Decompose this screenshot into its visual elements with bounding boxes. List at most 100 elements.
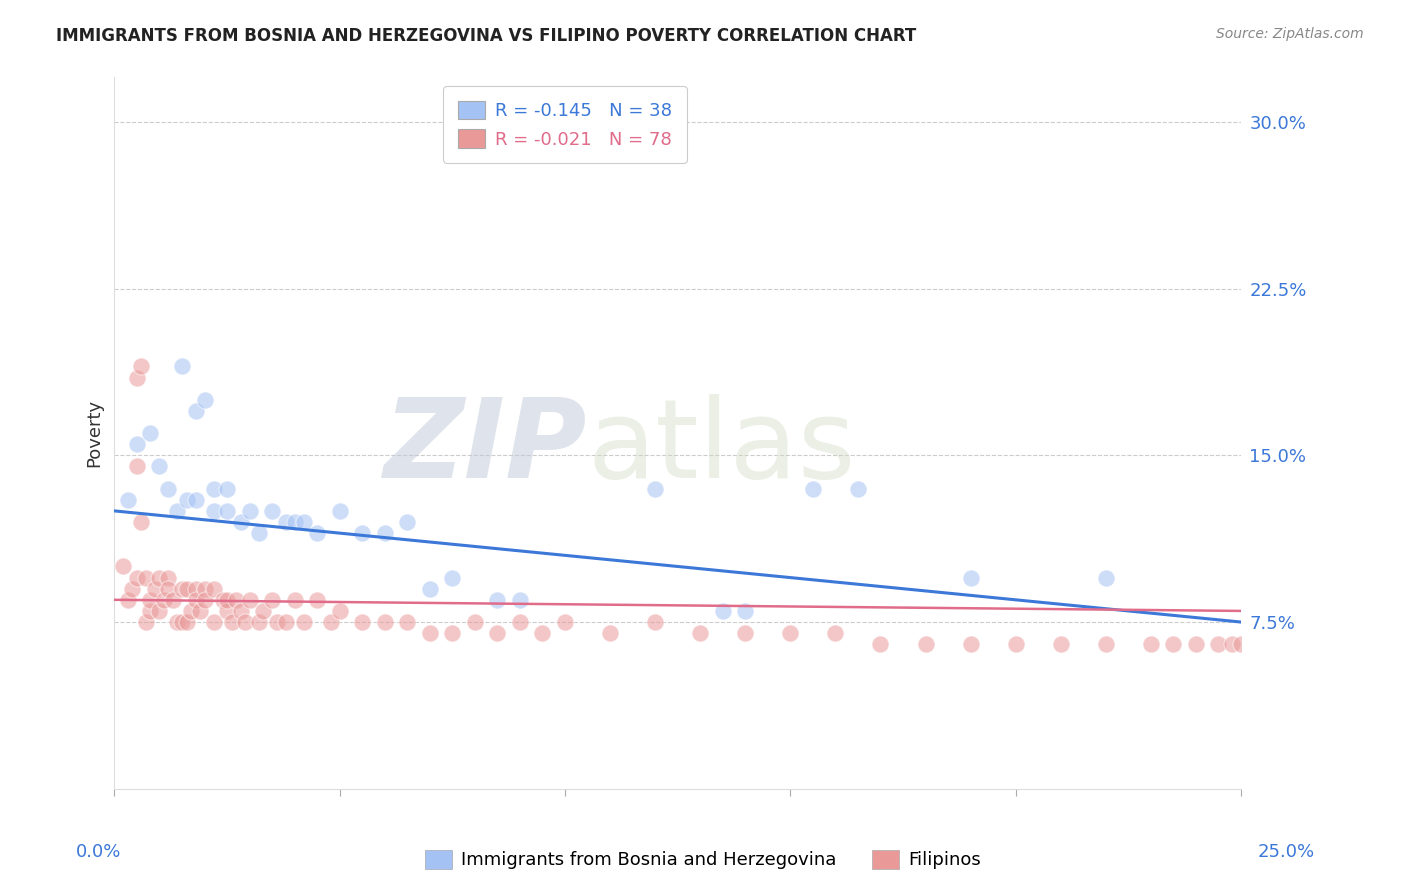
Point xyxy=(139,592,162,607)
Point xyxy=(734,604,756,618)
Point xyxy=(247,615,270,629)
Point xyxy=(125,437,148,451)
Point xyxy=(148,604,170,618)
Point xyxy=(554,615,576,629)
Legend: R = -0.145   N = 38, R = -0.021   N = 78: R = -0.145 N = 38, R = -0.021 N = 78 xyxy=(443,87,688,163)
Point xyxy=(531,626,554,640)
Point xyxy=(225,592,247,607)
Point xyxy=(509,615,531,629)
Point xyxy=(170,359,193,374)
Point xyxy=(486,626,509,640)
Point xyxy=(184,592,207,607)
Point xyxy=(143,582,166,596)
Point xyxy=(292,615,315,629)
Point xyxy=(307,526,329,541)
Point xyxy=(176,582,198,596)
Point xyxy=(131,359,153,374)
Point xyxy=(166,615,188,629)
Point xyxy=(215,592,238,607)
Point xyxy=(148,459,170,474)
Point xyxy=(374,526,396,541)
Point xyxy=(274,615,297,629)
Point xyxy=(184,404,207,418)
Point xyxy=(689,626,711,640)
Point xyxy=(239,592,262,607)
Point xyxy=(801,482,824,496)
Point xyxy=(352,526,374,541)
Point xyxy=(846,482,869,496)
Point xyxy=(1094,571,1116,585)
Point xyxy=(396,515,419,529)
Point xyxy=(284,515,307,529)
Point xyxy=(464,615,486,629)
Point xyxy=(153,592,176,607)
Point xyxy=(202,504,225,518)
Point xyxy=(180,604,202,618)
Point xyxy=(193,592,215,607)
Point xyxy=(176,615,198,629)
Text: 0.0%: 0.0% xyxy=(76,843,121,861)
Point xyxy=(215,504,238,518)
Point xyxy=(131,515,153,529)
Point xyxy=(419,582,441,596)
Point xyxy=(202,615,225,629)
Point xyxy=(262,592,284,607)
Point xyxy=(184,492,207,507)
Point xyxy=(157,571,180,585)
Point xyxy=(319,615,342,629)
Point xyxy=(1094,637,1116,651)
Point xyxy=(139,426,162,441)
Y-axis label: Poverty: Poverty xyxy=(86,399,103,467)
Text: atlas: atlas xyxy=(588,394,856,500)
Point xyxy=(1185,637,1208,651)
Point xyxy=(914,637,936,651)
Point xyxy=(121,582,143,596)
Point xyxy=(1163,637,1185,651)
Point xyxy=(711,604,734,618)
Point xyxy=(252,604,274,618)
Point xyxy=(202,582,225,596)
Point xyxy=(229,515,252,529)
Point xyxy=(135,571,157,585)
Point xyxy=(374,615,396,629)
Point xyxy=(117,492,139,507)
Text: Source: ZipAtlas.com: Source: ZipAtlas.com xyxy=(1216,27,1364,41)
Point xyxy=(329,504,352,518)
Text: ZIP: ZIP xyxy=(384,394,588,500)
Point xyxy=(1208,637,1230,651)
Point xyxy=(1004,637,1026,651)
Point xyxy=(419,626,441,640)
Point xyxy=(215,604,238,618)
Point xyxy=(509,592,531,607)
Point xyxy=(292,515,315,529)
Point xyxy=(176,492,198,507)
Point xyxy=(188,604,211,618)
Point xyxy=(779,626,801,640)
Point xyxy=(117,592,139,607)
Point xyxy=(125,459,148,474)
Point xyxy=(247,526,270,541)
Point xyxy=(329,604,352,618)
Point xyxy=(148,571,170,585)
Point xyxy=(135,615,157,629)
Point xyxy=(441,571,464,585)
Point xyxy=(1049,637,1071,651)
Point xyxy=(396,615,419,629)
Point xyxy=(441,626,464,640)
Point xyxy=(170,582,193,596)
Point xyxy=(959,637,981,651)
Point xyxy=(274,515,297,529)
Point xyxy=(193,392,215,407)
Point xyxy=(157,582,180,596)
Point xyxy=(211,592,233,607)
Point xyxy=(266,615,288,629)
Point xyxy=(221,615,243,629)
Point xyxy=(184,582,207,596)
Point xyxy=(170,615,193,629)
Point xyxy=(125,571,148,585)
Point xyxy=(1230,637,1253,651)
Point xyxy=(486,592,509,607)
Point xyxy=(824,626,846,640)
Point xyxy=(352,615,374,629)
Point xyxy=(193,582,215,596)
